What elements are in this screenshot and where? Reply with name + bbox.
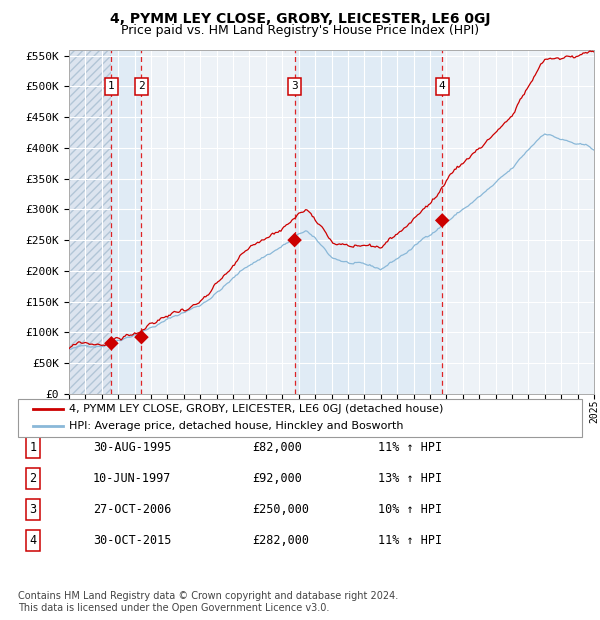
Point	[137, 332, 146, 342]
Text: 1: 1	[29, 441, 37, 454]
Text: 2: 2	[29, 472, 37, 485]
Text: Contains HM Land Registry data © Crown copyright and database right 2024.
This d: Contains HM Land Registry data © Crown c…	[18, 591, 398, 613]
Point	[107, 339, 116, 348]
Text: £92,000: £92,000	[252, 472, 302, 485]
Text: 3: 3	[291, 81, 298, 92]
Text: Price paid vs. HM Land Registry's House Price Index (HPI): Price paid vs. HM Land Registry's House …	[121, 24, 479, 37]
Text: 4: 4	[439, 81, 446, 92]
Text: £282,000: £282,000	[252, 534, 309, 547]
Bar	[112, 50, 142, 394]
Bar	[69, 50, 112, 394]
Text: 30-OCT-2015: 30-OCT-2015	[93, 534, 172, 547]
Text: £250,000: £250,000	[252, 503, 309, 516]
Text: £82,000: £82,000	[252, 441, 302, 454]
Point	[437, 216, 447, 226]
Point	[290, 235, 299, 245]
Text: 30-AUG-1995: 30-AUG-1995	[93, 441, 172, 454]
Text: 4, PYMM LEY CLOSE, GROBY, LEICESTER, LE6 0GJ (detached house): 4, PYMM LEY CLOSE, GROBY, LEICESTER, LE6…	[69, 404, 443, 414]
Text: 10-JUN-1997: 10-JUN-1997	[93, 472, 172, 485]
Text: 4: 4	[29, 534, 37, 547]
Text: 3: 3	[29, 503, 37, 516]
Bar	[295, 50, 442, 394]
Text: 11% ↑ HPI: 11% ↑ HPI	[378, 534, 442, 547]
Text: 11% ↑ HPI: 11% ↑ HPI	[378, 441, 442, 454]
Text: 27-OCT-2006: 27-OCT-2006	[93, 503, 172, 516]
Text: 10% ↑ HPI: 10% ↑ HPI	[378, 503, 442, 516]
Bar	[69, 50, 112, 394]
Text: 2: 2	[138, 81, 145, 92]
Text: 13% ↑ HPI: 13% ↑ HPI	[378, 472, 442, 485]
Text: 1: 1	[108, 81, 115, 92]
Text: HPI: Average price, detached house, Hinckley and Bosworth: HPI: Average price, detached house, Hinc…	[69, 422, 404, 432]
Text: 4, PYMM LEY CLOSE, GROBY, LEICESTER, LE6 0GJ: 4, PYMM LEY CLOSE, GROBY, LEICESTER, LE6…	[110, 12, 490, 27]
